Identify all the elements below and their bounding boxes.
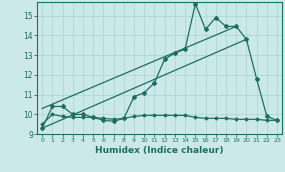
X-axis label: Humidex (Indice chaleur): Humidex (Indice chaleur) <box>95 146 224 155</box>
